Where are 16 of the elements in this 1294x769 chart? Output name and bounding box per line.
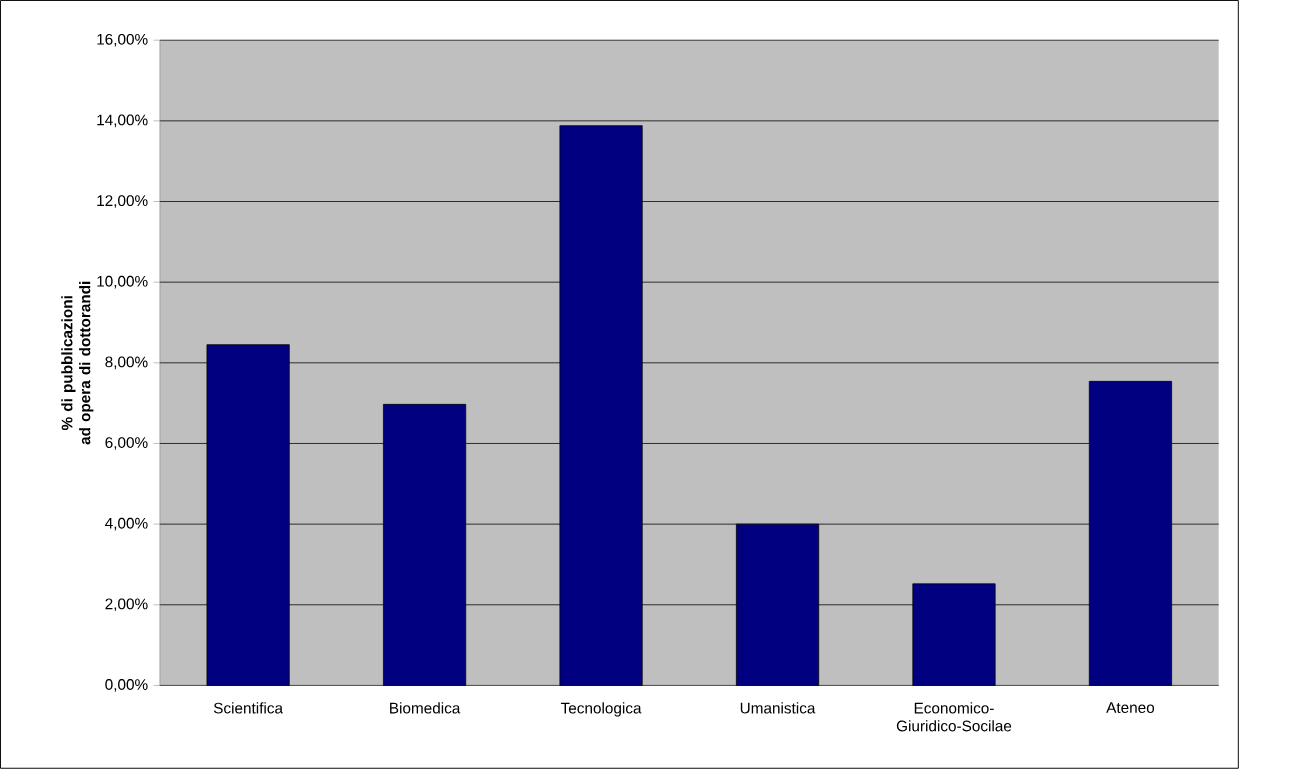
x-tick-label: Umanistica [740,702,816,714]
y-axis-title: % di pubblicazioni ad opera di dottorandi [61,281,94,445]
y-tick-label: 8,00% [105,356,148,370]
x-tick-label: Economico-Giuridico-Socilae [896,702,1012,732]
y-tick-label: 14,00% [97,114,148,128]
y-tick-label: 16,00% [97,34,148,47]
y-tick-label: 4,00% [105,517,148,531]
y-tick-label: 6,00% [105,437,148,450]
y-tick-label: 10,00% [97,275,148,289]
x-tick-label: Biomedica [390,702,461,714]
x-tick-label: Scientifica [213,702,283,714]
x-tick-label: Tecnologica [560,702,642,717]
y-tick-label: 2,00% [105,598,148,612]
y-tick-label: 0,00% [105,679,148,692]
x-tick-label: Ateneo [1106,702,1155,714]
y-tick-label: 12,00% [97,195,148,208]
